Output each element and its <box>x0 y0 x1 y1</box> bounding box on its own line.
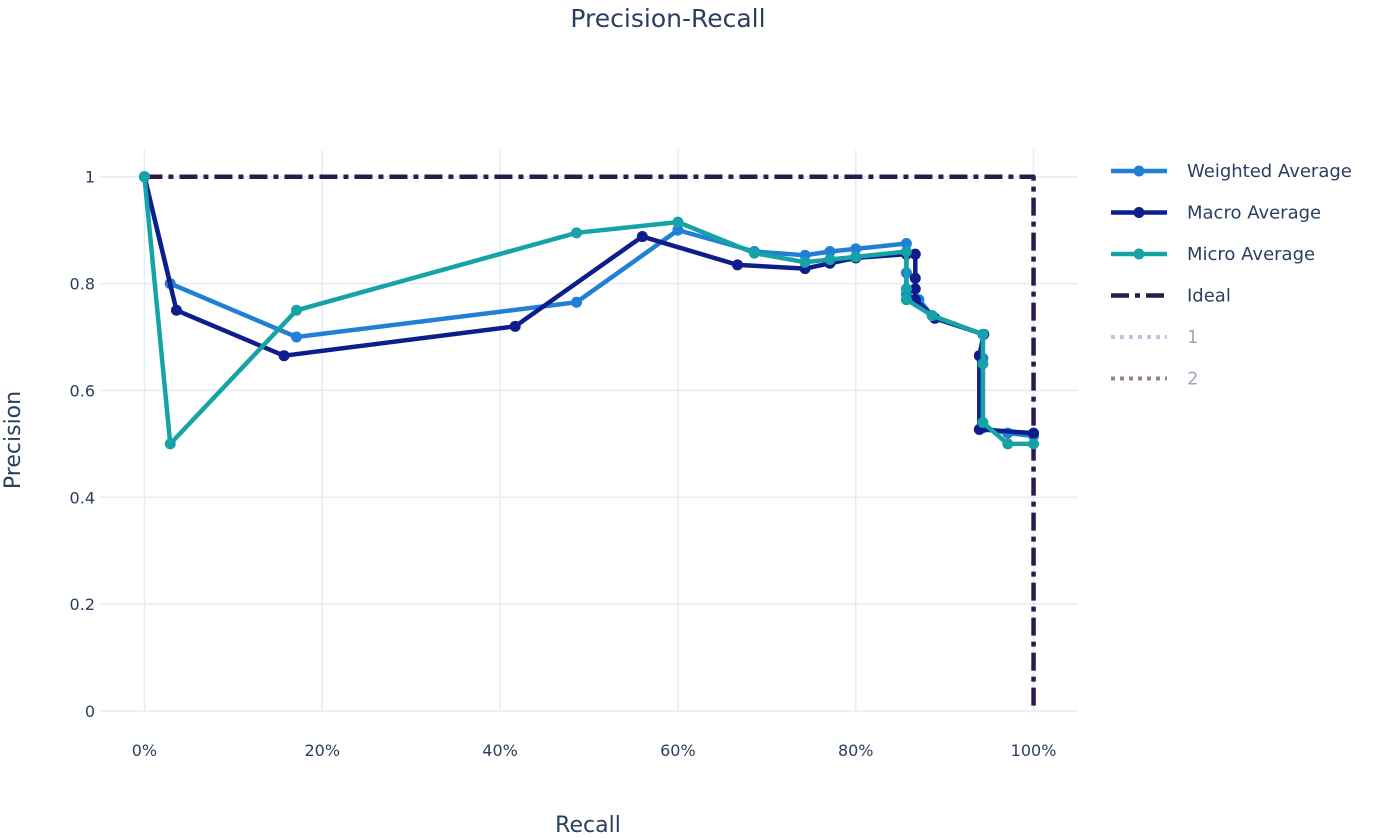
x-tick-label: 80% <box>838 741 874 760</box>
y-tick-label: 1 <box>85 168 95 187</box>
data-point-weighted-average <box>824 246 836 258</box>
data-point-macro-average <box>278 350 290 362</box>
data-point-micro-average <box>926 310 938 322</box>
data-point-micro-average <box>1028 438 1040 450</box>
data-point-macro-average <box>170 304 182 316</box>
x-tick-label: 60% <box>660 741 696 760</box>
legend-label-1: 1 <box>1187 327 1198 348</box>
data-point-micro-average <box>824 254 836 266</box>
legend-marker-macro-average <box>1133 207 1145 218</box>
data-point-micro-average <box>164 438 176 450</box>
y-tick-label: 0 <box>85 702 95 721</box>
data-point-micro-average <box>571 227 583 239</box>
data-point-weighted-average <box>900 238 912 249</box>
y-tick-label: 0.4 <box>70 488 95 507</box>
data-point-micro-average <box>900 246 912 258</box>
x-tick-label: 40% <box>482 741 518 760</box>
x-tick-label: 20% <box>304 741 340 760</box>
data-point-micro-average <box>799 256 811 268</box>
legend-label-ideal: Ideal <box>1187 286 1231 307</box>
y-tick-label: 0.2 <box>70 595 95 614</box>
legend-label-weighted-average: Weighted Average <box>1187 161 1352 182</box>
data-point-micro-average <box>672 216 684 228</box>
data-point-macro-average <box>909 248 921 260</box>
data-point-macro-average <box>909 272 921 284</box>
data-point-macro-average <box>1028 427 1040 439</box>
legend: Weighted Average Macro Average Micro Avera… <box>1111 161 1352 390</box>
series-line-macro-average <box>142 176 1034 436</box>
x-axis-title: Recall <box>555 813 621 838</box>
chart-title: Precision-Recall <box>570 4 765 33</box>
data-point-micro-average <box>748 247 760 259</box>
data-point-micro-average <box>977 358 989 370</box>
data-point-macro-average <box>509 320 521 332</box>
x-tick-label: 100% <box>1011 741 1057 760</box>
legend-marker-weighted-average <box>1133 165 1145 177</box>
data-point-weighted-average <box>571 296 583 308</box>
y-tick-label: 0.8 <box>70 275 95 294</box>
grid-layer <box>100 150 1078 712</box>
data-point-micro-average <box>850 251 862 263</box>
data-point-weighted-average <box>290 331 302 343</box>
data-point-micro-average <box>900 294 912 306</box>
x-tick-label: 0% <box>132 741 157 760</box>
data-point-macro-average <box>909 283 921 295</box>
data-point-weighted-average <box>672 224 684 236</box>
data-point-micro-average <box>977 328 989 340</box>
data-point-micro-average <box>138 171 150 183</box>
series-line-micro-average <box>142 176 1034 447</box>
series-line-ideal <box>144 174 1036 711</box>
legend-marker-micro-average <box>1133 248 1145 260</box>
data-point-weighted-average <box>850 243 862 255</box>
series-line-weighted-average <box>142 176 1034 439</box>
y-axis-title: Precision <box>1 391 26 489</box>
data-point-macro-average <box>731 259 743 271</box>
legend-label-2: 2 <box>1187 369 1198 390</box>
y-tick-label: 0.6 <box>70 381 95 400</box>
tick-layer: 0% 20% 40% 60% 80% 100% 0 0.2 0.4 0.6 0.8 1 <box>70 168 1057 760</box>
legend-label-micro-average: Micro Average <box>1187 244 1315 265</box>
data-point-micro-average <box>900 283 912 295</box>
data-point-micro-average <box>977 416 989 428</box>
series-layer <box>138 171 1040 711</box>
legend-label-macro-average: Macro Average <box>1187 203 1321 224</box>
data-point-micro-average <box>290 304 302 316</box>
data-point-macro-average <box>636 231 648 243</box>
data-point-micro-average <box>1002 438 1014 450</box>
